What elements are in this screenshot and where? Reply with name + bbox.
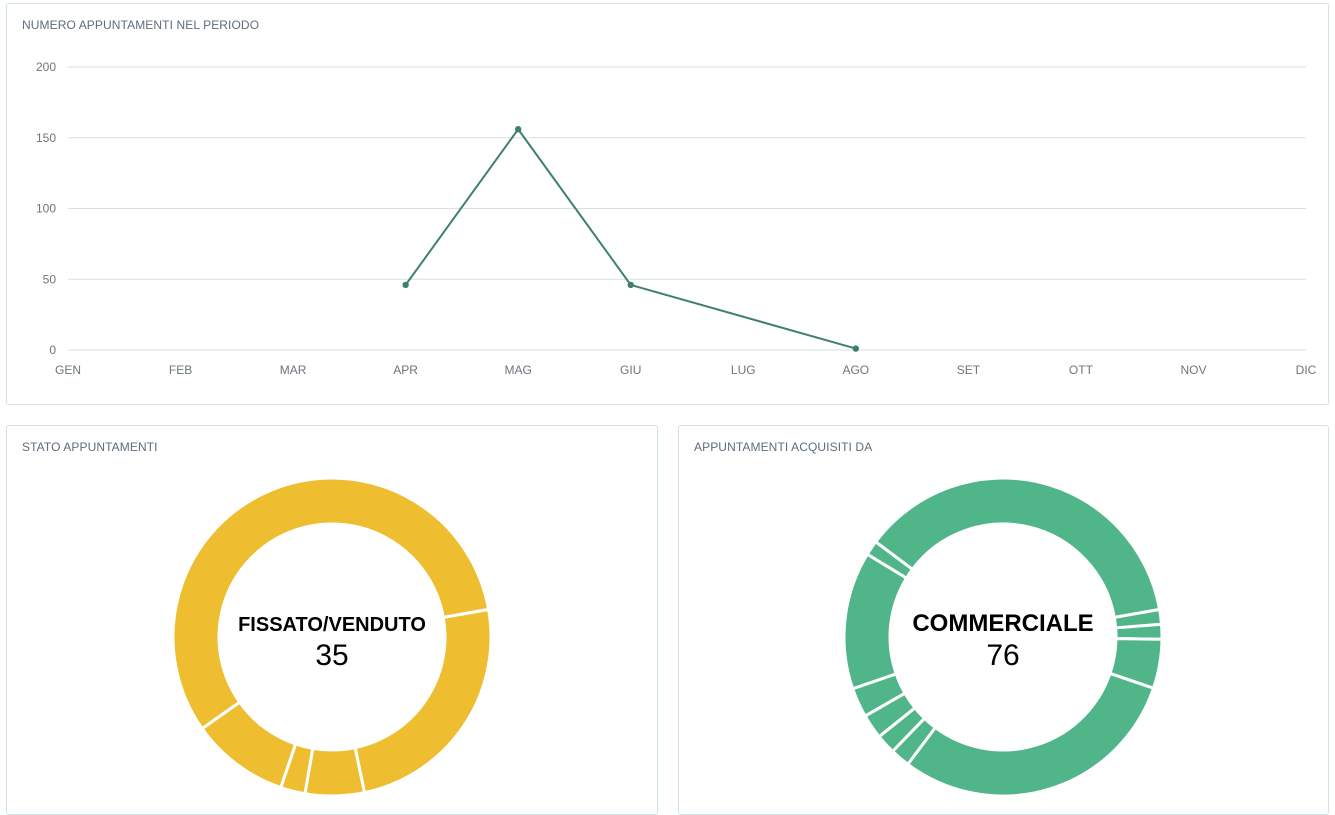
x-tick-label: MAG xyxy=(505,363,532,377)
x-tick-label: NOV xyxy=(1180,363,1206,377)
line-chart-panel: NUMERO APPUNTAMENTI NEL PERIODO 0 50 100 15… xyxy=(6,3,1329,405)
line-chart-title: NUMERO APPUNTAMENTI NEL PERIODO xyxy=(22,18,260,32)
center-label: FISSATO/VENDUTO xyxy=(238,614,426,636)
appuntamenti-acquisiti-title: APPUNTAMENTI ACQUISITI DA xyxy=(694,440,873,454)
appuntamenti-acquisiti-panel: APPUNTAMENTI ACQUISITI DA COMMERCIALE 76 xyxy=(678,425,1329,815)
donut-slice xyxy=(303,745,367,798)
x-tick-label: DIC xyxy=(1296,363,1317,377)
series-line xyxy=(404,128,857,350)
x-tick-label: APR xyxy=(393,363,418,377)
y-tick-label: 100 xyxy=(36,202,56,216)
data-point xyxy=(514,126,522,133)
donut-slice xyxy=(842,552,909,691)
stato-appuntamenti-donut: FISSATO/VENDUTO 35 xyxy=(171,476,493,798)
data-point xyxy=(627,281,634,289)
donut-slice xyxy=(905,671,1156,798)
center-value: 76 xyxy=(986,639,1019,672)
stato-appuntamenti-title: STATO APPUNTAMENTI xyxy=(22,440,158,454)
x-tick-label: AGO xyxy=(842,363,869,377)
y-tick-label: 200 xyxy=(36,60,56,74)
x-tick-label: FEB xyxy=(169,363,192,377)
data-point xyxy=(402,281,409,289)
x-tick-label: LUG xyxy=(731,363,756,377)
x-tick-label: GIU xyxy=(620,363,641,377)
x-tick-label: MAR xyxy=(280,363,307,377)
x-tick-label: SET xyxy=(957,363,981,377)
center-label: COMMERCIALE xyxy=(912,610,1093,637)
y-tick-label: 0 xyxy=(49,343,56,357)
donut-slice xyxy=(873,476,1162,620)
x-tick-label: OTT xyxy=(1069,363,1094,377)
x-tick-label: GEN xyxy=(55,363,81,377)
y-tick-label: 150 xyxy=(36,131,56,145)
donut-slice xyxy=(171,476,491,731)
data-point xyxy=(852,345,860,352)
donut-slice xyxy=(353,607,493,795)
line-chart: 0 50 100 150 200 GEN FEB MAR APR MAG GIU LUG AGO SET O… xyxy=(36,60,1317,377)
stato-appuntamenti-panel: STATO APPUNTAMENTI FISSATO/VENDUTO 35 xyxy=(6,425,658,815)
y-tick-label: 50 xyxy=(43,272,57,286)
donut-slice xyxy=(1114,622,1164,641)
center-value: 35 xyxy=(315,639,348,672)
